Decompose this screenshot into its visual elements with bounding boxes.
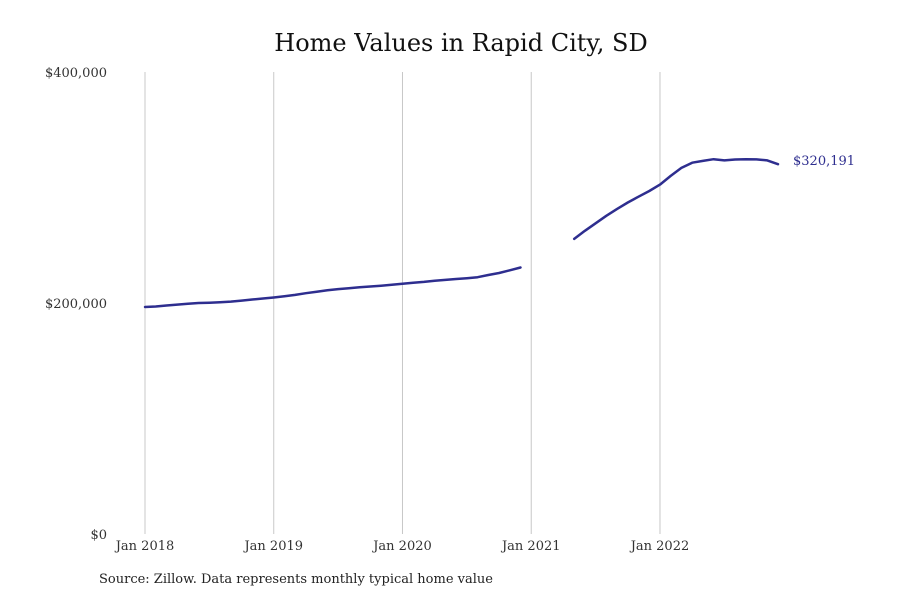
y-tick-label: $200,000	[45, 297, 107, 312]
series-line-segment-1	[572, 157, 780, 241]
series-line-segment-0	[143, 266, 522, 309]
series-lines	[143, 157, 780, 309]
y-axis-ticks: $0 $200,000 $400,000	[45, 66, 107, 543]
grid	[144, 72, 661, 534]
x-tick-label: Jan 2019	[242, 539, 303, 554]
y-tick-label: $400,000	[45, 66, 107, 81]
x-tick-label: Jan 2021	[500, 539, 561, 554]
chart-title: Home Values in Rapid City, SD	[274, 29, 647, 57]
end-value-label: $320,191	[793, 154, 855, 169]
x-axis-ticks: Jan 2018 Jan 2019 Jan 2020 Jan 2021 Jan 2022	[114, 539, 690, 554]
x-tick-label: Jan 2020	[371, 539, 432, 554]
y-tick-label: $0	[90, 528, 107, 543]
source-note: Source: Zillow. Data represents monthly …	[99, 572, 493, 587]
x-tick-label: Jan 2018	[114, 539, 175, 554]
x-tick-label: Jan 2022	[629, 539, 690, 554]
